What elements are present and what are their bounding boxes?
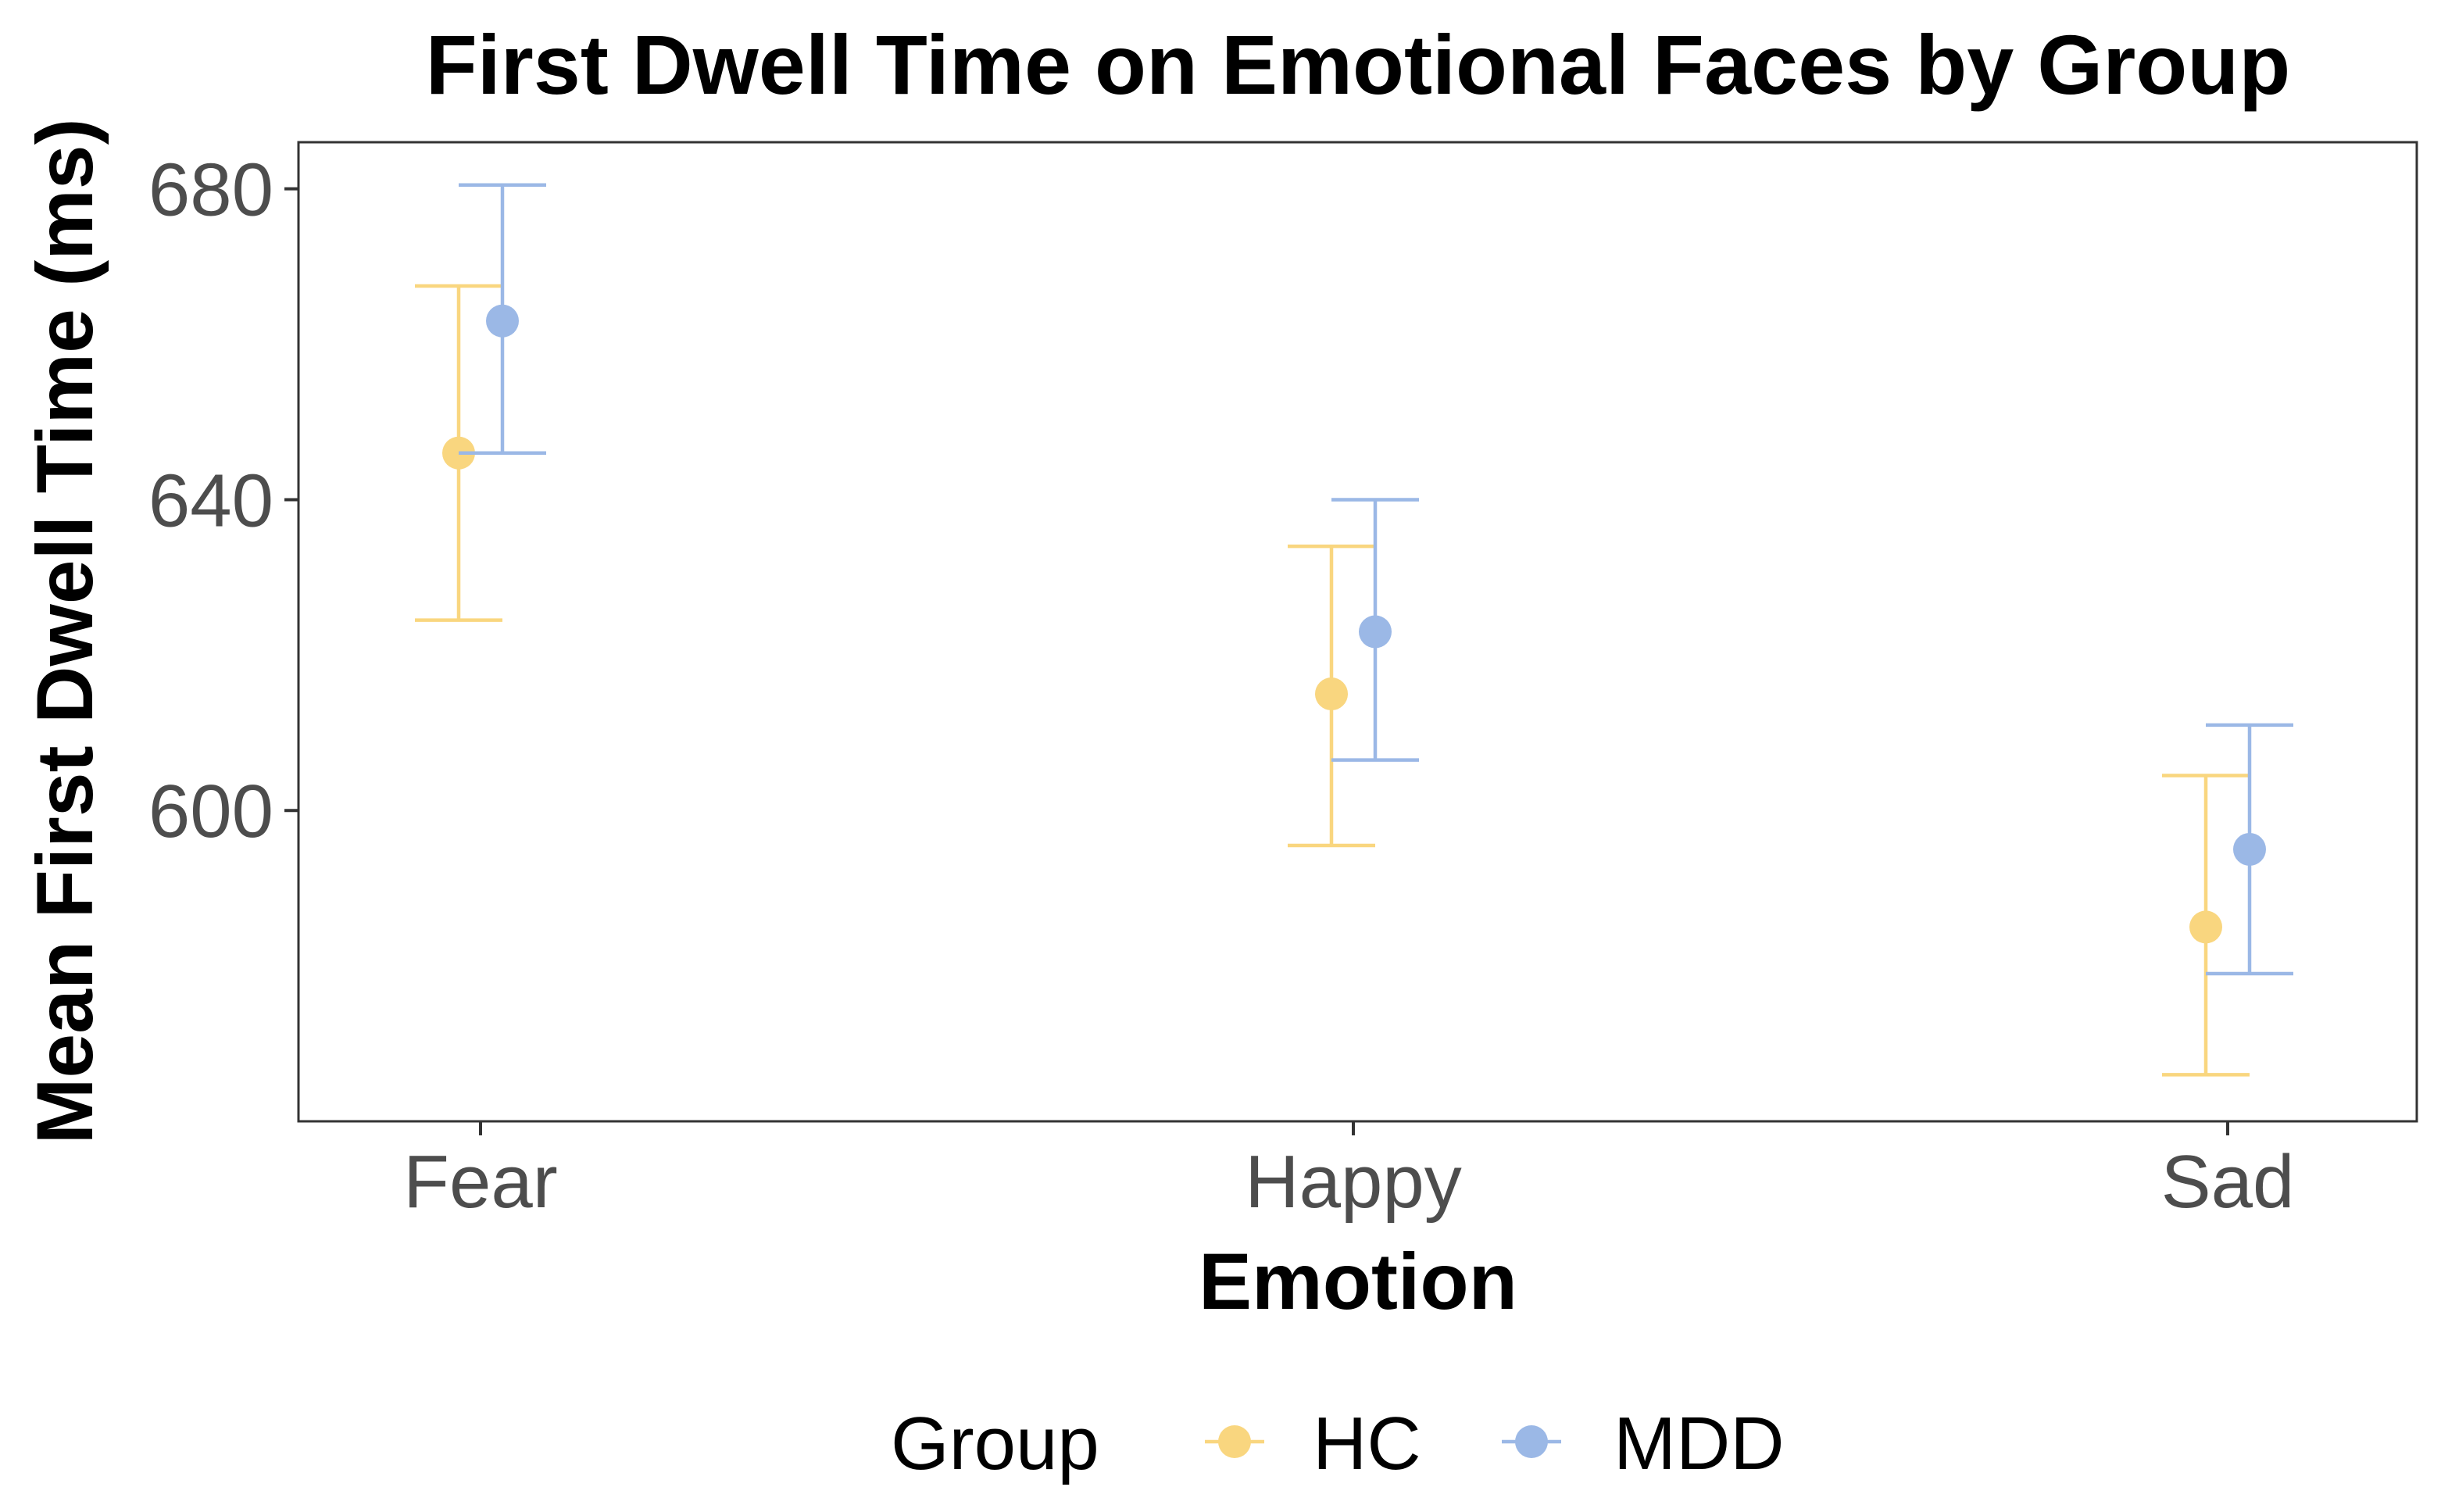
legend-key-point (1218, 1425, 1251, 1458)
data-point (1315, 677, 1348, 711)
data-point (486, 304, 519, 338)
chart-title: First Dwell Time on Emotional Faces by G… (426, 17, 2290, 112)
series-hc (415, 284, 2250, 1077)
y-axis-title: Mean First Dwell Time (ms) (20, 118, 109, 1144)
plot-panel (297, 141, 2418, 1123)
series-mdd (459, 183, 2293, 976)
x-tick-label: Happy (1245, 1140, 1462, 1224)
legend-label: HC (1313, 1402, 1421, 1485)
data-point (2189, 910, 2222, 944)
y-axis: 600 640 680 (148, 148, 298, 853)
x-tick-label: Fear (403, 1140, 557, 1224)
x-axis-title: Emotion (1199, 1237, 1517, 1326)
data-point (1359, 615, 1392, 649)
data-marks (415, 183, 2293, 1077)
legend-title: Group (891, 1402, 1099, 1485)
y-tick-label: 640 (148, 459, 273, 542)
x-axis: Fear Happy Sad (403, 1121, 2294, 1224)
legend-label: MDD (1614, 1402, 1785, 1485)
y-tick-label: 600 (148, 770, 273, 853)
y-tick-label: 680 (148, 148, 273, 232)
legend: Group HC MDD (891, 1402, 1785, 1485)
legend-key-point (1515, 1425, 1548, 1458)
data-point (2233, 832, 2266, 866)
x-tick-label: Sad (2161, 1140, 2295, 1224)
